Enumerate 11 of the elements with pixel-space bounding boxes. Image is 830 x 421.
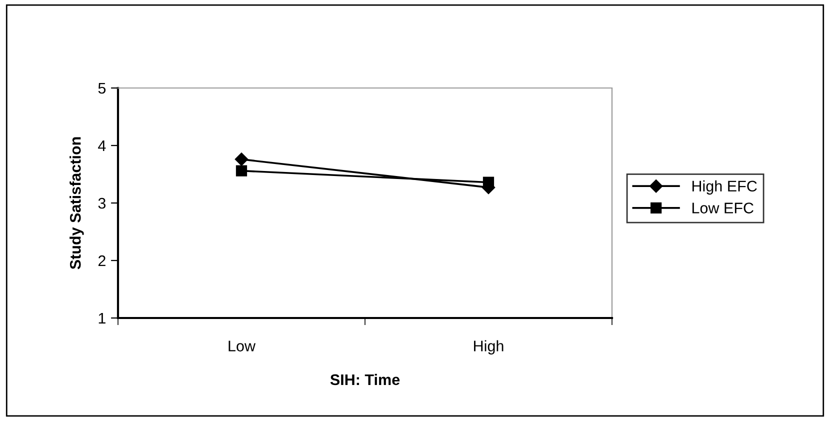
y-axis-title: Study Satisfaction xyxy=(70,137,84,270)
legend-label: High EFC xyxy=(692,180,757,195)
x-tick-label: Low xyxy=(228,340,256,352)
x-tick-label: High xyxy=(474,340,504,354)
y-tick-label: 5 xyxy=(98,83,106,94)
legend-label: Low EFC xyxy=(692,202,754,214)
y-tick-label: 1 xyxy=(98,313,106,324)
y-tick-label: 4 xyxy=(98,140,106,152)
y-tick-label: 2 xyxy=(98,255,106,266)
x-axis-title: SIH: Time xyxy=(330,374,400,386)
y-tick-label: 3 xyxy=(98,198,106,209)
